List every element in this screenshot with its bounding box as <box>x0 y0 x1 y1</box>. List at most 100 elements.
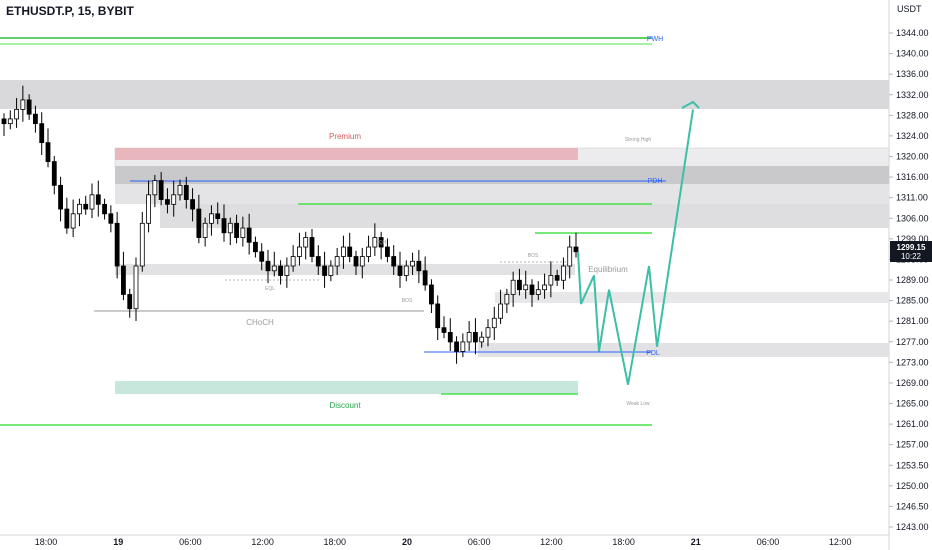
price-tick-label: 1273.00 <box>896 357 929 367</box>
candle-down <box>435 303 441 329</box>
candle-down <box>108 213 114 224</box>
candle-down <box>259 251 265 262</box>
candle-down <box>473 332 478 343</box>
price-tick-label: 1269.00 <box>896 378 929 388</box>
candle-up <box>209 213 214 224</box>
candle-down <box>58 184 63 210</box>
time-tick-label: 12:00 <box>540 537 563 547</box>
candle-up <box>485 327 491 338</box>
candle-up <box>146 194 151 224</box>
price-tick-label: 1257.00 <box>896 440 929 450</box>
price-tick-label: 1332.00 <box>896 90 929 100</box>
candle-down <box>397 265 403 276</box>
candle-down <box>83 203 89 210</box>
candle-down <box>234 222 239 238</box>
candle-up <box>70 213 76 229</box>
candle-up <box>152 180 158 196</box>
candle-up <box>535 289 541 295</box>
last-price-countdown: 10:22 <box>901 252 922 261</box>
candle-down <box>215 213 221 219</box>
candle-down <box>102 203 107 215</box>
candle-down <box>39 123 45 144</box>
candle-down <box>385 246 390 257</box>
time-tick-label: 19 <box>113 537 123 547</box>
candle-down <box>422 270 428 286</box>
time-tick-label: 12:00 <box>829 537 852 547</box>
bos-label-2: BOS <box>528 253 539 259</box>
candle-up <box>498 303 503 319</box>
candle-up <box>290 256 296 267</box>
price-tick-label: 1320.00 <box>896 152 929 162</box>
price-axis-unit: USDT <box>897 4 922 14</box>
premium-zone <box>115 148 578 160</box>
candle-down <box>1 118 7 125</box>
candle-up <box>14 109 19 120</box>
price-tick-label: 1277.00 <box>896 337 929 347</box>
candle-up <box>460 341 466 352</box>
candle-down <box>265 260 271 272</box>
candle-down <box>127 294 133 310</box>
pdh-label: PDH <box>648 178 663 185</box>
zone-pdh <box>115 166 889 184</box>
candle-down <box>347 246 353 257</box>
candle-up <box>504 294 510 305</box>
candle-up <box>341 246 346 257</box>
candle-up <box>567 246 573 267</box>
equilibrium-label: Equilibrium <box>588 265 628 274</box>
candle-down <box>429 284 434 305</box>
candle-down <box>278 265 283 276</box>
candle-down <box>447 332 453 343</box>
price-tick-label: 1324.00 <box>896 131 929 141</box>
candle-up <box>240 227 246 238</box>
price-tick-label: 1344.00 <box>896 28 929 38</box>
premium-label: Premium <box>329 132 361 141</box>
chart-title: ETHUSDT.P, 15, BYBIT <box>6 4 134 18</box>
price-tick-label: 1311.00 <box>896 193 928 203</box>
candle-up <box>542 284 547 291</box>
candle-up <box>202 222 208 238</box>
candle-down <box>253 241 258 253</box>
price-tick-label: 1340.00 <box>896 49 929 59</box>
candle-up <box>303 237 309 248</box>
price-axis[interactable]: 1344.00 1340.00 1336.00 1332.00 1328.00 1324.… <box>889 28 929 532</box>
candle-down <box>114 222 120 267</box>
candle-up <box>328 265 334 276</box>
candle-down <box>309 237 315 257</box>
projection-arrowhead <box>681 100 700 109</box>
candle-up <box>177 184 183 196</box>
candle-up <box>334 256 340 267</box>
candle-down <box>165 199 170 205</box>
candle-down <box>529 284 535 295</box>
candle-down <box>26 99 32 115</box>
price-tick-label: 1261.00 <box>896 419 929 429</box>
zone-lower-right <box>495 292 889 303</box>
candle-up <box>133 265 139 310</box>
candle-up <box>466 332 472 343</box>
time-tick-label: 06:00 <box>468 537 491 547</box>
candle-down <box>441 327 447 333</box>
last-price-badge <box>890 241 932 262</box>
candle-down <box>573 246 579 253</box>
candle-down <box>45 142 51 163</box>
price-tick-label: 1253.50 <box>896 460 929 470</box>
price-tick-label: 1281.00 <box>896 316 929 326</box>
candle-down <box>183 184 189 200</box>
time-tick-label: 21 <box>691 537 701 547</box>
bos-label-1: BOS <box>402 298 413 304</box>
time-axis[interactable]: 18:00 19 06:00 12:00 18:00 20 06:00 12:00 18:00 2… <box>35 537 852 547</box>
price-tick-label: 1246.50 <box>896 501 929 511</box>
candle-up <box>403 265 409 276</box>
candle-down <box>391 256 397 267</box>
discount-label: Discount <box>329 401 361 410</box>
candle-up <box>491 317 497 329</box>
equilibrium-zone <box>115 264 575 275</box>
price-tick-label: 1289.00 <box>896 275 929 285</box>
zone-mid-upper <box>115 184 889 204</box>
candle-up <box>271 265 277 272</box>
eql-label: EQL <box>265 286 275 292</box>
candle-down <box>95 194 101 205</box>
candle-down <box>33 113 38 125</box>
candle-up <box>523 284 529 291</box>
price-tick-label: 1299.00 <box>896 234 929 244</box>
